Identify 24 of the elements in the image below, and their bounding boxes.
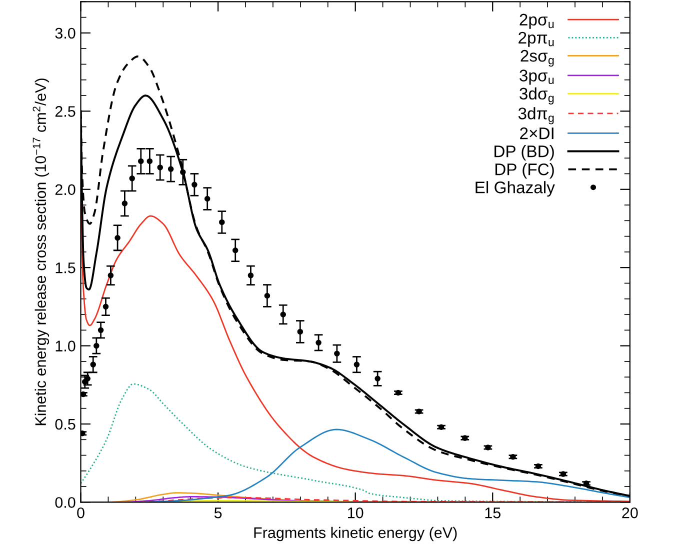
y-axis-title: Kinetic energy release cross section (10$^{−17}$ cm$^{2}$/eV) — [32, 78, 50, 426]
x-tick-label: 0 — [77, 507, 84, 518]
y-tick-label: 0.0 — [55, 497, 76, 508]
x-tick-label: 5 — [214, 508, 222, 518]
legend-label: DP (FC) — [495, 163, 554, 179]
y-tick-label: 1.0 — [56, 340, 76, 352]
y-tick-label: 3.0 — [55, 28, 76, 39]
x-tick-label: 10 — [348, 507, 364, 518]
x-tick-label: 20 — [622, 507, 638, 518]
x-axis-title: Fragments kinetic energy (eV) — [254, 526, 457, 542]
legend-label: 2sσ$_{g}$ — [520, 50, 554, 67]
legend-label: 2pσ$_{u}$ — [520, 14, 554, 29]
y-tick-label: 2.5 — [55, 106, 76, 117]
legend-label: 3dσ$_{g}$ — [520, 87, 554, 104]
y-tick-label: 1.5 — [56, 262, 76, 274]
legend-label: 3dπ$_{g}$ — [518, 107, 554, 124]
legend-label: El Ghazaly — [476, 181, 555, 197]
legend-label: DP (BD) — [494, 145, 554, 161]
x-tick-label: 15 — [485, 508, 500, 518]
legend-label: 2×DI — [520, 127, 554, 140]
legend-label: 3pσ$_{u}$ — [520, 70, 554, 85]
y-tick-label: 0.5 — [55, 418, 76, 430]
legend-label: 2pπ$_{u}$ — [518, 32, 554, 47]
y-tick-label: 2.0 — [55, 184, 76, 196]
